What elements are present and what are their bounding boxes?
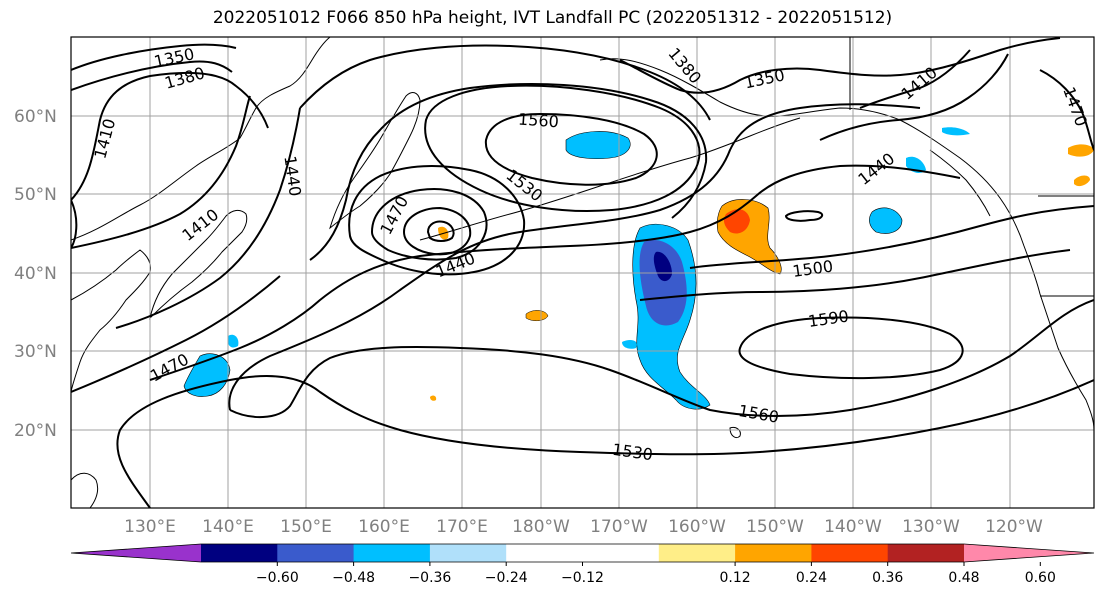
positive-anomaly-canada [1068,144,1094,157]
positive-anomaly-center [525,310,549,321]
colorbar-segment [887,544,965,562]
contour-alaska-1380 [619,37,1061,94]
lon-tick-label: 140°W [824,517,882,537]
lon-tick-labels: 130°E 140°E 150°E 160°E 170°E 180°W 170°… [124,517,1043,537]
colorbar: −0.60 −0.48 −0.36 −0.24 −0.12 0.12 0.24 0.36 0.4… [70,543,1095,586]
lat-tick-label: 20°N [14,421,57,441]
contour-1560-south [229,299,1094,419]
coast-asia [71,37,331,241]
lon-tick-label: 130°E [124,517,176,537]
contour-1560-ring [484,112,658,186]
contour-1410-low [426,220,455,242]
colorbar-tick-label: 0.36 [872,570,903,586]
colorbar-tick-label: −0.60 [256,570,299,586]
contour-1440-2 [299,44,711,121]
negative-anomaly-strong [653,251,672,282]
colorbar-segment [811,544,889,562]
negative-anomaly-medium [639,240,687,326]
colorbar-segment [429,544,507,562]
contour-1470-w [71,275,281,393]
contour-west-1440 [71,199,78,249]
contour-1500-low [348,165,526,276]
contour-1530 [309,83,708,261]
colorbar-extend-low [71,544,201,562]
contour-1440-low [402,206,472,256]
colorbar-segment [277,544,355,562]
lon-tick-label: 160°E [358,517,410,537]
contour-1470-low [370,188,488,261]
lon-tick-label: 120°W [985,517,1043,537]
coast-alaska [599,58,1094,431]
positive-anomaly-canada2 [1074,175,1090,187]
plot-title: 2022051012 F066 850 hPa height, IVT Land… [212,8,893,28]
negative-anomaly-japan2 [227,334,239,348]
lon-tick-label: 150°E [280,517,332,537]
colorbar-segment [353,544,431,562]
contour-1350-nw [71,43,237,71]
colorbar-segment [658,544,736,562]
contour-1410-2 [71,95,251,249]
contour-1410-w [71,71,269,201]
contour-1440-w [115,107,301,329]
colorbar-tick-label: 0.24 [796,570,827,586]
negative-anomaly-alaska2 [942,127,970,136]
contour-1470-main [149,164,961,381]
contour-small-ring [784,210,824,222]
negative-anomaly-sw [622,340,637,349]
contour-alaska-1410 [859,49,971,109]
lon-tick-label: 180°W [512,517,570,537]
coast-aleutians [419,117,801,241]
coast-philippines [71,472,99,508]
colorbar-tick-label: 0.60 [1025,570,1056,586]
ivt-shading [183,127,1094,410]
lat-tick-label: 40°N [14,264,57,284]
coast-hawaii [729,427,741,439]
coast-kamchatka [329,92,421,230]
colorbar-segment [735,544,812,562]
negative-anomaly-north-pacific [565,131,631,160]
contour-1380-nw [71,60,233,91]
contour-1530-ring [424,84,701,213]
contour-1500-main [228,103,921,411]
lon-tick-label: 140°E [202,517,254,537]
lon-tick-label: 170°W [590,517,648,537]
coast-korea-china [71,249,151,393]
lat-tick-labels: 20°N 30°N 40°N 50°N 60°N [14,107,57,441]
contour-ne-1470 [1039,69,1094,151]
lat-tick-label: 30°N [14,342,57,362]
lon-tick-label: 130°W [902,517,960,537]
height-contours [71,37,1094,508]
coastlines [71,37,1094,508]
colorbar-outline [70,543,1095,563]
contour-1530-east [639,249,1071,301]
colorbar-tick-label: −0.24 [485,570,528,586]
colorbar-tick-label: 0.12 [720,570,751,586]
coast-bc [929,149,991,217]
negative-anomaly-east [869,207,903,234]
colorbar-extend-high [964,544,1094,562]
contour-alaska-1440 [819,53,1009,141]
colorbar-segment [506,544,583,562]
lon-tick-label: 170°E [436,517,488,537]
lat-tick-label: 60°N [14,107,57,127]
colorbar-segment [201,544,278,562]
lon-tick-label: 160°W [668,517,726,537]
colorbar-tick-label: −0.36 [408,570,451,586]
colorbar-tick-label: 0.48 [948,570,979,586]
map-frame [70,36,1095,509]
colorbar-segment [582,544,660,562]
contour-1590-ring [738,316,964,380]
lat-tick-label: 50°N [14,185,57,205]
colorbar-tick-label: −0.48 [332,570,375,586]
colorbar-tick-label: −0.12 [561,570,604,586]
contour-1500-east [689,205,1094,269]
positive-anomaly-dot [430,395,437,401]
lon-tick-label: 150°W [746,517,804,537]
contour-label: 1560 [517,109,559,131]
contour-1530-south [116,375,1094,508]
